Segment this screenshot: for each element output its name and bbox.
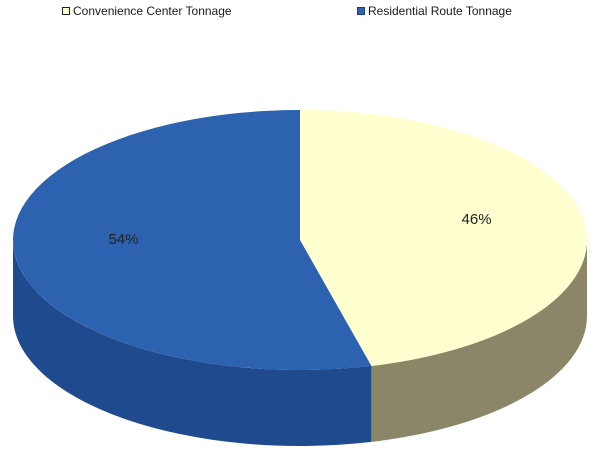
legend-swatch-residential-route [357,7,365,15]
legend-label-convenience-center: Convenience Center Tonnage [73,4,232,18]
pie-labels: 46% 54% [108,211,491,248]
pie-tops [13,110,588,370]
pie-slice-residential-route-tonnage [13,110,372,370]
legend-label-residential-route: Residential Route Tonnage [368,4,512,18]
pie-side-residential-route-tonnage [13,240,372,447]
pie-sides [13,240,587,447]
pie-label-residential-route-tonnage: 54% [108,231,138,248]
pie-label-convenience-center-tonnage: 46% [462,211,492,228]
pie-side-convenience-center-tonnage [371,240,587,442]
chart-legend: Convenience Center Tonnage Residential R… [0,4,598,22]
legend-item-residential-route: Residential Route Tonnage [357,4,512,18]
legend-item-convenience-center: Convenience Center Tonnage [62,4,232,18]
pie-slice-convenience-center-tonnage [300,110,588,366]
legend-swatch-convenience-center [62,7,70,15]
